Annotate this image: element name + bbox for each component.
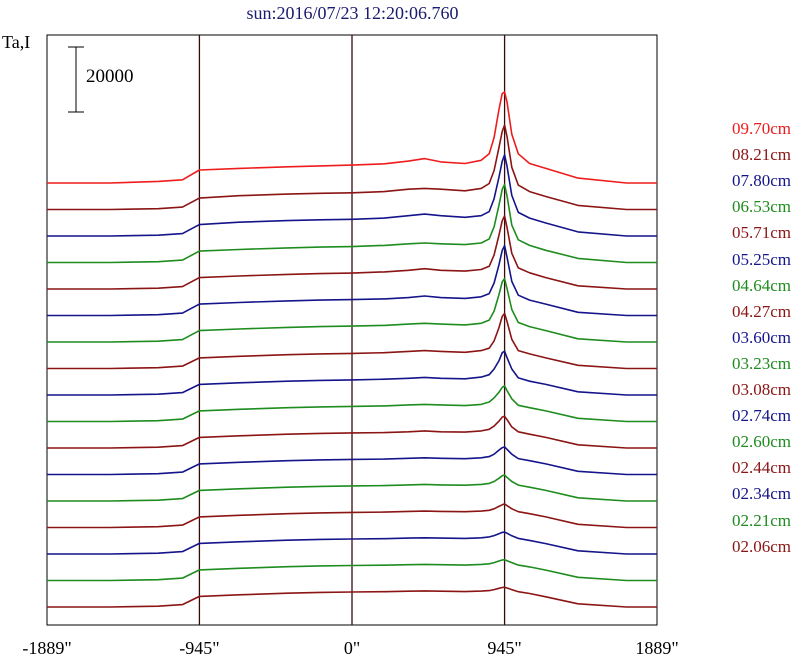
legend-item-04.64cm: 04.64cm: [732, 275, 792, 295]
legend-item-03.08cm: 03.08cm: [732, 380, 792, 399]
series-line-02.34cm: [47, 531, 657, 555]
legend-item-04.27cm: 04.27cm: [732, 301, 792, 321]
series-line-02.44cm: [47, 503, 657, 529]
legend-item-02.74cm: 02.74cm: [732, 406, 792, 426]
series-line-02.21cm: [47, 558, 657, 582]
legend-item-02.21cm: 02.21cm: [732, 510, 792, 530]
series-line-02.74cm: [47, 446, 657, 476]
legend-item-02.06cm: 02.06cm: [732, 536, 792, 556]
legend-item-09.70cm: 09.70cm: [732, 119, 792, 138]
series-line-03.23cm: [47, 384, 657, 423]
legend-item-08.21cm: 08.21cm: [732, 145, 792, 165]
series-line-04.64cm: [47, 277, 657, 343]
legend-item-02.60cm: 02.60cm: [732, 432, 792, 452]
series-line-03.08cm: [47, 415, 657, 449]
x-tick-label-3: 945": [487, 638, 522, 658]
series-line-02.06cm: [47, 586, 657, 608]
legend-item-05.25cm: 05.25cm: [732, 249, 792, 269]
series-group: [47, 91, 657, 608]
series-line-08.21cm: [47, 124, 657, 211]
x-tick-label-2: 0": [343, 638, 361, 658]
legend-item-02.34cm: 02.34cm: [732, 484, 792, 504]
y-axis-label: Ta,I: [2, 32, 31, 52]
series-line-09.70cm: [47, 91, 657, 184]
scale-bar-label: 20000: [86, 66, 134, 87]
x-tick-label-4: 1889": [635, 638, 679, 658]
series-line-05.25cm: [47, 244, 657, 317]
legend-item-03.23cm: 03.23cm: [732, 353, 792, 373]
series-line-04.27cm: [47, 312, 657, 370]
legend-item-06.53cm: 06.53cm: [732, 197, 792, 217]
series-line-06.53cm: [47, 183, 657, 264]
chart-title: sun:2016/07/23 12:20:06.760: [246, 3, 459, 23]
legend-item-05.71cm: 05.71cm: [732, 223, 792, 243]
x-tick-label-0: -1889": [22, 638, 72, 658]
legend-item-02.44cm: 02.44cm: [732, 458, 792, 478]
scale-bar: [68, 46, 84, 113]
x-tick-label-1: -945": [179, 638, 220, 658]
legend-item-07.80cm: 07.80cm: [732, 171, 792, 191]
legend-item-03.60cm: 03.60cm: [732, 327, 792, 347]
series-line-07.80cm: [47, 154, 657, 237]
series-line-05.71cm: [47, 215, 657, 290]
series-line-02.60cm: [47, 474, 657, 502]
series-line-03.60cm: [47, 350, 657, 396]
vertical-reference-lines: [198, 35, 506, 625]
